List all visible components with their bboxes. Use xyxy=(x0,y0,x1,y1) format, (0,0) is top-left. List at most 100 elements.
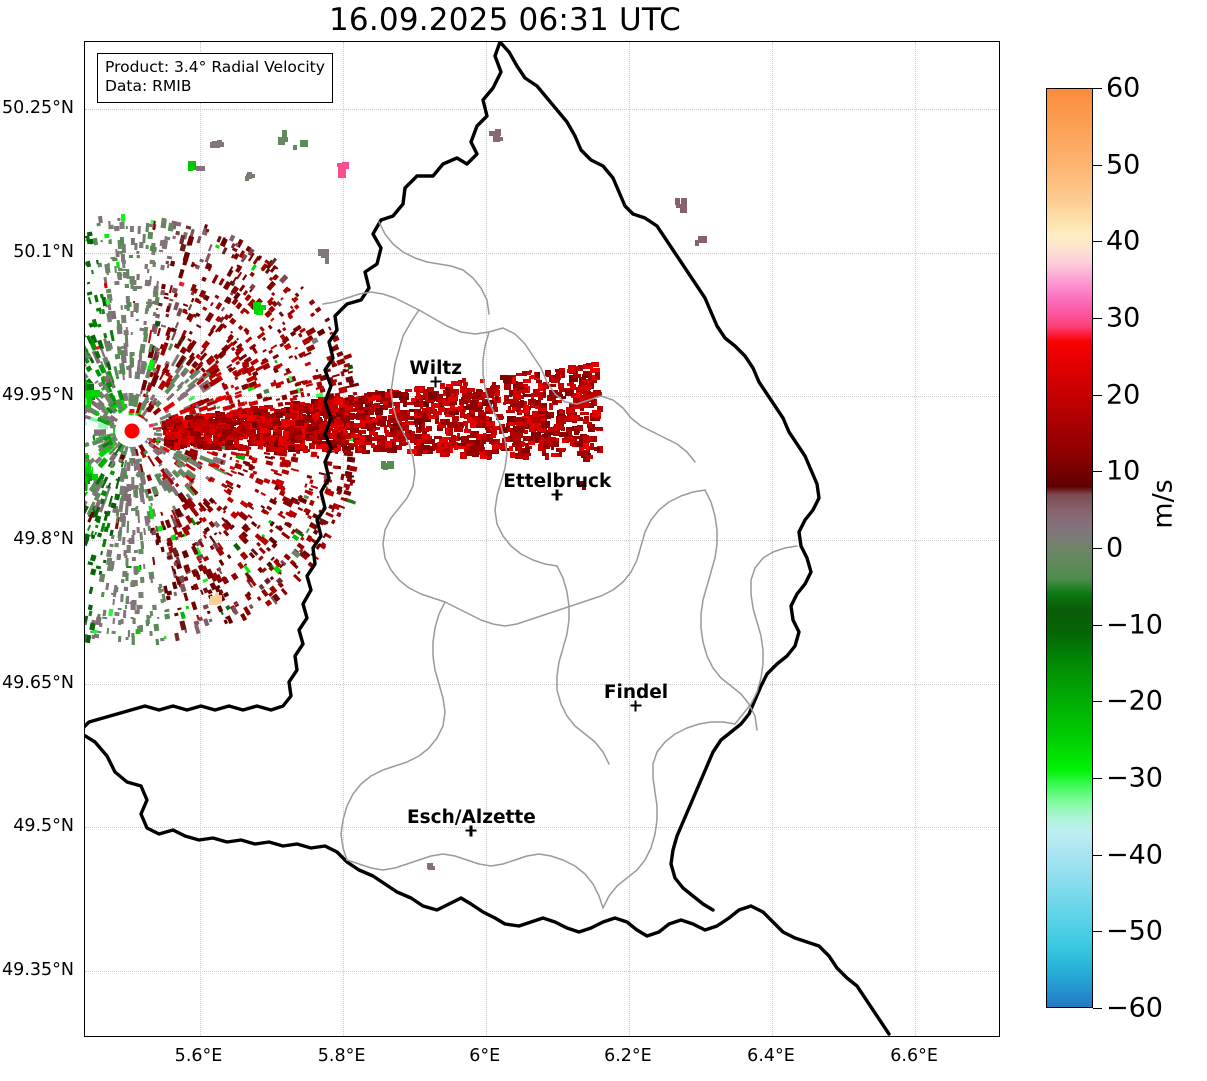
radar-echo-cell xyxy=(200,414,210,422)
radar-echo-cell xyxy=(578,445,585,451)
gridline-horizontal xyxy=(85,252,999,254)
radar-echo-cell xyxy=(506,423,511,429)
radar-echo-cell xyxy=(549,390,558,398)
radar-echo-cell xyxy=(469,409,476,414)
radar-echo-cell xyxy=(538,383,547,392)
radar-echo-cell xyxy=(495,396,499,402)
radar-echo-cell xyxy=(522,378,532,383)
radar-echo-cell xyxy=(404,388,413,392)
radar-echo-cell xyxy=(392,408,401,416)
radar-echo-cell xyxy=(259,428,267,433)
radar-echo-cell xyxy=(446,384,453,392)
radar-echo-cell xyxy=(587,424,595,432)
radar-echo-cell xyxy=(359,434,369,443)
radar-echo-cell xyxy=(273,412,278,421)
radar-echo-cell xyxy=(191,417,200,425)
radar-echo-cell xyxy=(373,432,378,437)
radar-echo-cell xyxy=(577,425,584,431)
radar-echo-cell xyxy=(248,433,253,441)
radar-echo-cell xyxy=(477,450,486,455)
radar-echo-cell xyxy=(439,437,449,443)
radar-echo-cell xyxy=(541,392,546,398)
radar-echo-cell xyxy=(269,414,276,420)
radar-echo-cell xyxy=(513,425,519,433)
radar-echo-cell xyxy=(292,437,302,443)
radar-echo-cell xyxy=(558,382,565,389)
radar-echo-cell xyxy=(514,452,525,460)
radar-echo-cell xyxy=(186,415,194,422)
radar-echo-cell xyxy=(437,400,445,409)
radar-echo-cell xyxy=(586,402,595,409)
radar-echo-cell xyxy=(433,408,438,413)
radar-echo-cell xyxy=(247,439,251,447)
radar-echo-cell xyxy=(328,432,335,439)
radar-echo-cell xyxy=(415,427,421,433)
radar-echo-cell xyxy=(503,383,512,390)
radar-echo-cell xyxy=(428,436,433,441)
radar-echo-cell xyxy=(418,395,423,403)
radar-echo-cell xyxy=(339,416,343,420)
radar-echo-cell xyxy=(528,399,537,405)
radar-echo-cell xyxy=(263,442,272,448)
radar-echo-cell xyxy=(164,429,170,437)
radar-echo-cell xyxy=(406,409,411,415)
radar-echo-cell xyxy=(389,438,395,446)
radar-echo-cell xyxy=(393,427,404,434)
radar-echo-cell xyxy=(458,405,466,413)
radar-echo-cell xyxy=(441,444,451,450)
radar-echo-cell xyxy=(191,433,199,437)
map-clip: Wiltz Ettelbruck Findel Esch/Alzette Produc… xyxy=(85,42,999,1036)
radar-echo-cell xyxy=(195,433,202,439)
radar-echo-cell xyxy=(545,453,549,460)
radar-echo-cell xyxy=(388,431,397,437)
radar-echo-cell xyxy=(387,415,397,420)
radar-echo-cell xyxy=(447,443,456,449)
radar-echo-cell xyxy=(398,391,409,397)
page-title: 16.09.2025 06:31 UTC xyxy=(329,2,681,38)
radar-echo-cell xyxy=(454,426,463,433)
radar-echo-cell xyxy=(531,411,540,417)
radar-echo-cell xyxy=(393,423,402,429)
radar-echo-cell xyxy=(366,424,376,432)
radar-echo-cell xyxy=(484,434,493,441)
radar-echo-cell xyxy=(317,407,324,413)
radar-echo-cell xyxy=(357,410,368,416)
radar-echo-cell xyxy=(589,436,594,441)
radar-echo-cell xyxy=(373,444,382,452)
radar-echo-cell xyxy=(212,437,219,446)
gridline-vertical xyxy=(342,42,344,1036)
radar-echo-cell xyxy=(219,428,230,435)
radar-echo-cell xyxy=(420,428,430,432)
radar-echo-cell xyxy=(567,411,577,418)
radar-echo-cell xyxy=(360,445,367,454)
radar-echo-cell xyxy=(574,394,583,402)
radar-echo-cell xyxy=(486,404,491,408)
radar-echo-cell xyxy=(542,382,549,389)
radar-echo-cell xyxy=(267,420,273,425)
radar-echo-cell xyxy=(528,441,535,446)
radar-echo-cell xyxy=(350,434,360,438)
radar-echo-cell xyxy=(283,430,292,438)
radar-echo-cell xyxy=(224,437,233,445)
radar-echo-cell xyxy=(410,416,415,421)
radar-echo-cell xyxy=(229,438,237,443)
map-plot-area: Wiltz Ettelbruck Findel Esch/Alzette Produc… xyxy=(84,41,1000,1037)
radar-echo-cell xyxy=(466,442,472,448)
radar-echo-cell xyxy=(479,410,485,416)
radar-echo-cell xyxy=(398,421,409,429)
radar-echo-cell xyxy=(463,421,468,427)
radar-echo-cell xyxy=(520,384,528,388)
radar-echo-cell xyxy=(413,414,421,421)
radar-echo-cell xyxy=(572,436,583,439)
radar-echo-cell xyxy=(220,433,224,441)
radar-echo-cell xyxy=(407,401,415,405)
radar-echo-cell xyxy=(527,414,535,420)
radar-echo-cell xyxy=(471,452,480,458)
radar-echo-cell xyxy=(284,436,291,440)
radar-echo-cell xyxy=(322,424,328,430)
gridline-horizontal xyxy=(85,827,999,829)
radar-echo-cell xyxy=(454,442,458,451)
radar-echo-cell xyxy=(552,400,558,406)
radar-echo-cell xyxy=(439,383,445,390)
radar-echo-cell xyxy=(467,389,472,393)
